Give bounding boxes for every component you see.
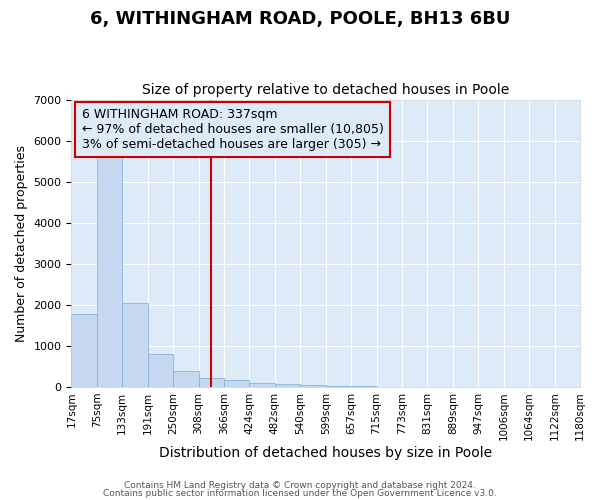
Text: Contains public sector information licensed under the Open Government Licence v3: Contains public sector information licen… — [103, 488, 497, 498]
Bar — [97, 151, 122, 387]
Text: 6, WITHINGHAM ROAD, POOLE, BH13 6BU: 6, WITHINGHAM ROAD, POOLE, BH13 6BU — [90, 10, 510, 28]
Bar — [199, 378, 224, 387]
Bar — [173, 371, 199, 387]
Bar — [351, 386, 377, 387]
Bar — [122, 302, 148, 387]
Text: Contains HM Land Registry data © Crown copyright and database right 2024.: Contains HM Land Registry data © Crown c… — [124, 481, 476, 490]
Bar — [250, 383, 275, 387]
Text: 6 WITHINGHAM ROAD: 337sqm
← 97% of detached houses are smaller (10,805)
3% of se: 6 WITHINGHAM ROAD: 337sqm ← 97% of detac… — [82, 108, 383, 151]
X-axis label: Distribution of detached houses by size in Poole: Distribution of detached houses by size … — [159, 446, 492, 460]
Bar — [326, 386, 351, 387]
Bar — [275, 384, 300, 387]
Bar — [300, 385, 326, 387]
Y-axis label: Number of detached properties: Number of detached properties — [15, 144, 28, 342]
Bar — [224, 380, 250, 387]
Bar — [148, 354, 173, 387]
Bar — [71, 314, 97, 387]
Title: Size of property relative to detached houses in Poole: Size of property relative to detached ho… — [142, 83, 509, 97]
